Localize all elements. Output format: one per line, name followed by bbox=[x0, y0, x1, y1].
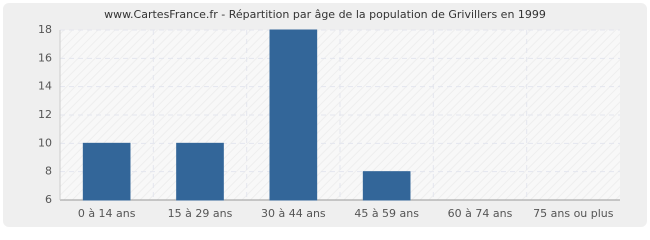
bar bbox=[362, 171, 411, 201]
x-tick-label: 75 ans ou plus bbox=[533, 207, 614, 220]
page: www.CartesFrance.fr - Répartition par âg… bbox=[3, 3, 647, 227]
chart: www.CartesFrance.fr - Répartition par âg… bbox=[3, 3, 647, 227]
bar bbox=[82, 142, 131, 201]
bar bbox=[269, 29, 318, 201]
y-tick-label: 18 bbox=[38, 23, 52, 36]
chart-title: www.CartesFrance.fr - Répartition par âg… bbox=[104, 8, 546, 21]
x-tick-label: 30 à 44 ans bbox=[261, 207, 326, 220]
x-tick-label: 60 à 74 ans bbox=[448, 207, 513, 220]
y-tick-label: 8 bbox=[45, 165, 52, 178]
bar bbox=[176, 142, 224, 201]
y-tick-label: 6 bbox=[45, 193, 52, 206]
x-tick-label: 0 à 14 ans bbox=[78, 207, 136, 220]
y-tick-label: 14 bbox=[38, 80, 52, 93]
x-tick-label: 45 à 59 ans bbox=[354, 207, 419, 220]
y-tick-label: 16 bbox=[38, 51, 52, 64]
y-tick-label: 10 bbox=[38, 136, 52, 149]
y-tick-label: 12 bbox=[38, 108, 52, 121]
x-tick-label: 15 à 29 ans bbox=[168, 207, 233, 220]
